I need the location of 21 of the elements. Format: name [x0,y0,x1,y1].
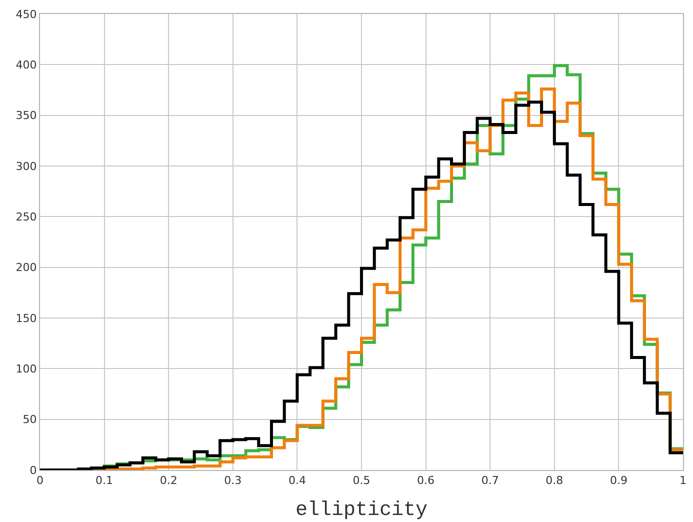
y-tick-label: 0 [30,464,37,477]
x-tick-label: 0.7 [481,474,499,488]
y-tick-label: 50 [22,413,37,426]
y-tick-label: 100 [16,362,37,376]
x-tick-label: 0.5 [352,474,370,488]
y-tick-label: 400 [16,58,37,72]
x-tick-label: 0.9 [610,474,628,488]
y-tick-label: 200 [16,261,37,274]
x-tick-label: 0.8 [546,474,564,488]
y-tick-label: 250 [16,210,37,224]
y-tick-label: 350 [16,109,37,122]
x-tick-label: 0.4 [288,474,306,488]
y-tick-label: 450 [16,8,37,21]
x-tick-label: 0.3 [224,474,242,488]
x-tick-label: 0.2 [160,474,178,488]
y-tick-label: 300 [16,160,37,173]
x-tick-label: 1 [680,474,686,488]
x-tick-label: 0.1 [96,474,114,488]
y-tick-label: 150 [16,312,37,325]
x-tick-label: 0.6 [417,474,435,488]
x-axis-title: ellipticity [295,499,428,522]
